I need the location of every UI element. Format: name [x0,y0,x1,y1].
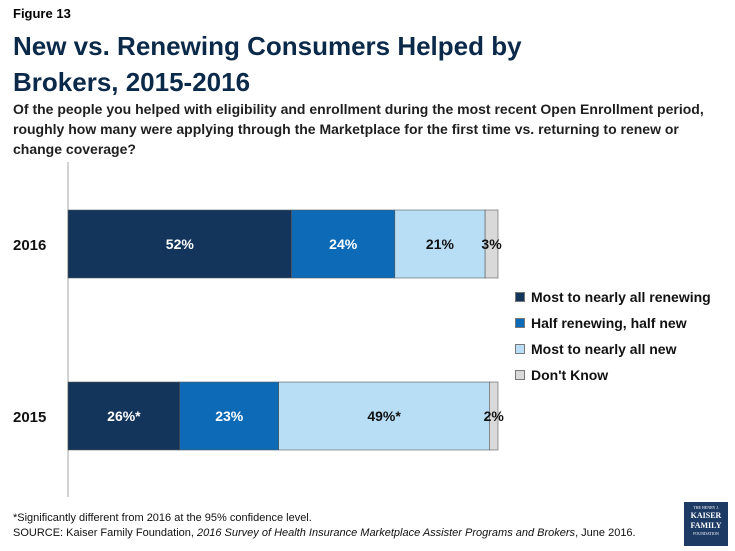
legend-label-3: Don't Know [531,367,609,383]
chart-title: New vs. Renewing Consumers Helped by Bro… [13,31,522,97]
bar-2015-series-3 [489,381,499,451]
chart-legend: Most to nearly all renewing Half renewing… [515,284,711,388]
bar-2016-series-3 [484,209,499,279]
legend-swatch-1 [515,318,525,328]
bar-2016-series-0 [67,209,292,279]
legend-item-0: Most to nearly all renewing [515,284,711,310]
data-label-2015-series-2: 49%* [367,408,401,424]
bar-2015-series-0 [67,381,181,451]
source-title: 2016 Survey of Health Insurance Marketpl… [197,527,576,539]
legend-swatch-3 [515,370,525,380]
bar-2015-series-2 [278,381,490,451]
data-label-2016-series-0: 52% [166,236,195,252]
legend-label-2: Most to nearly all new [531,341,677,357]
legend-label-0: Most to nearly all renewing [531,289,711,305]
source-prefix: SOURCE: Kaiser Family Foundation, [13,527,198,539]
legend-item-2: Most to nearly all new [515,336,711,362]
chart-subtitle: Of the people you helped with eligibilit… [13,101,704,157]
figure-label: Figure 13 [13,6,71,21]
logo-line-3: FAMILY [690,521,722,530]
source-suffix: , June 2016. [575,527,636,539]
category-label-2016: 2016 [13,237,46,254]
legend-label-1: Half renewing, half new [531,315,687,331]
logo-line-1: THE HENRY J. [693,505,719,510]
logo-line-4: FOUNDATION [693,531,719,536]
data-label-2015-series-0: 26%* [107,408,141,424]
category-label-2015: 2015 [13,409,46,426]
kff-logo: THE HENRY J. KAISER FAMILY FOUNDATION [684,502,728,546]
data-label-2016-series-1: 24% [329,236,358,252]
data-label-2016-series-3: 3% [481,236,502,252]
bar-2016-series-1 [291,209,396,279]
data-label-2016-series-2: 21% [426,236,455,252]
legend-swatch-0 [515,292,525,302]
bar-2016-series-2 [394,209,486,279]
legend-item-1: Half renewing, half new [515,310,711,336]
source-note: SOURCE: Kaiser Family Foundation, 2016 S… [13,527,636,539]
data-label-2015-series-3: 2% [484,408,505,424]
footnote: *Significantly different from 2016 at th… [13,512,312,524]
legend-item-3: Don't Know [515,362,711,388]
data-label-2015-series-1: 23% [215,408,244,424]
logo-line-2: KAISER [690,511,722,520]
legend-swatch-2 [515,344,525,354]
bar-2015-series-1 [179,381,280,451]
